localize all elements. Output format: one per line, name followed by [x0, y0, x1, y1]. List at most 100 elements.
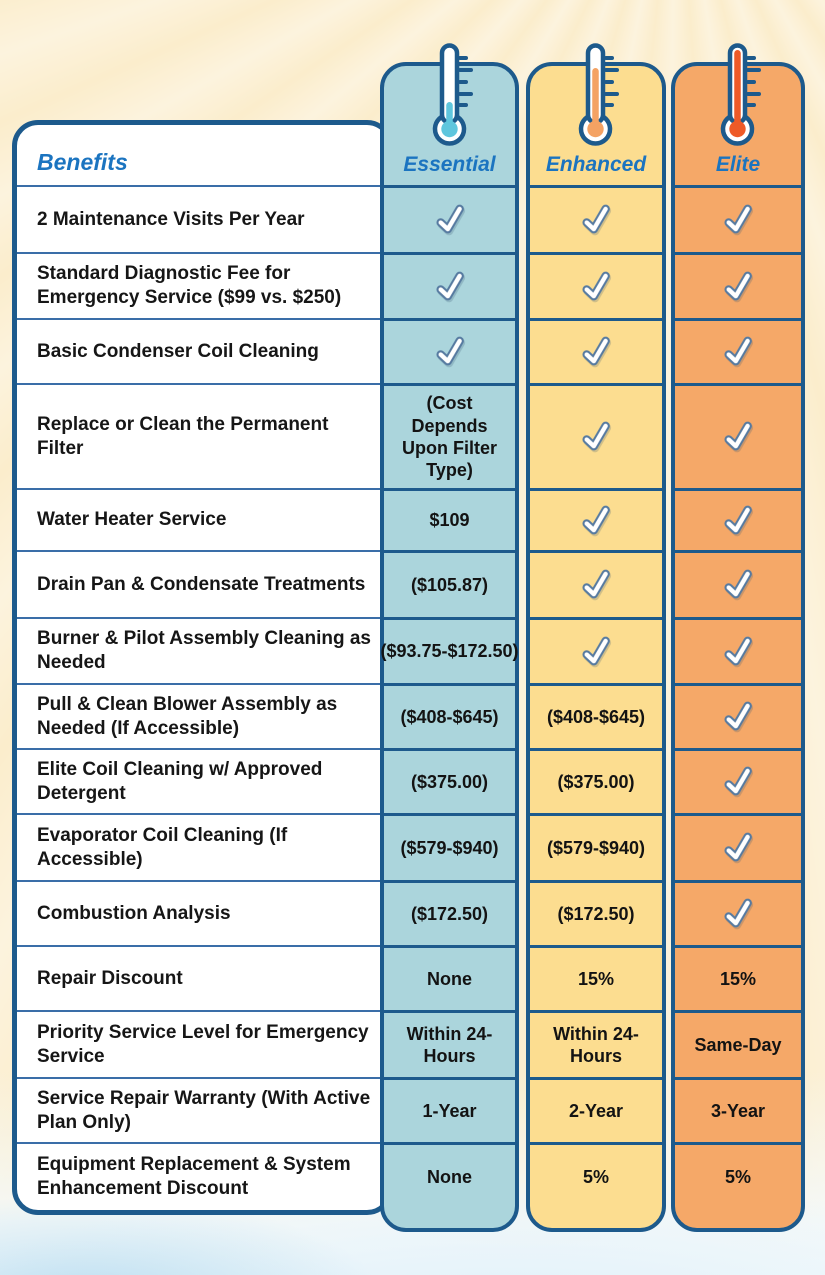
benefit-row: Priority Service Level for Emergency Ser… — [17, 1010, 388, 1077]
enhanced-cell: 2-Year — [530, 1077, 662, 1142]
benefit-row: Evaporator Coil Cleaning (If Accessible) — [17, 813, 388, 880]
check-icon — [724, 336, 752, 366]
enhanced-cell — [530, 252, 662, 318]
plan-name-elite: Elite — [715, 153, 761, 176]
benefit-label: Basic Condenser Coil Cleaning — [37, 340, 319, 362]
check-icon — [724, 766, 752, 796]
elite-cell — [675, 617, 801, 683]
benefit-label: Combustion Analysis — [37, 902, 231, 924]
elite-cell: 5% — [675, 1142, 801, 1210]
enhanced-cell — [530, 318, 662, 383]
check-icon — [724, 505, 752, 534]
check-icon — [582, 204, 610, 234]
plan-column-essential: Essential (Cost Depends Upon Filter Type… — [380, 43, 519, 1232]
enhanced-cell: ($408-$645) — [530, 683, 662, 748]
benefit-row: Standard Diagnostic Fee for Emergency Se… — [17, 252, 388, 318]
check-icon — [724, 832, 752, 862]
essential-cell — [384, 252, 515, 318]
benefit-row: Water Heater Service — [17, 488, 388, 550]
essential-cell: ($408-$645) — [384, 683, 515, 748]
enhanced-cell: ($375.00) — [530, 748, 662, 813]
enhanced-cell: ($579-$940) — [530, 813, 662, 880]
thermometer-icon — [432, 43, 473, 146]
check-icon — [724, 421, 752, 451]
essential-cell: None — [384, 945, 515, 1010]
check-icon — [582, 636, 610, 665]
benefit-label: Equipment Replacement & System Enhanceme… — [37, 1154, 351, 1199]
benefit-label: Repair Discount — [37, 967, 183, 989]
essential-cell: None — [384, 1142, 515, 1210]
enhanced-column-header: Enhanced — [530, 43, 662, 185]
benefit-label: Evaporator Coil Cleaning (If Accessible) — [37, 824, 288, 870]
check-icon — [582, 505, 610, 534]
benefit-label: Pull & Clean Blower Assembly as Needed (… — [37, 693, 338, 739]
benefit-row: Replace or Clean the Permanent Filter — [17, 383, 388, 488]
benefit-label: Replace or Clean the Permanent Filter — [37, 413, 329, 459]
elite-cell: 15% — [675, 945, 801, 1010]
benefit-row: Elite Coil Cleaning w/ Approved Detergen… — [17, 748, 388, 813]
plan-column-enhanced: Enhanced ($408-$645) ($375.00) — [526, 43, 666, 1232]
essential-cell: $109 — [384, 488, 515, 550]
elite-cell — [675, 683, 801, 748]
check-icon — [582, 421, 610, 451]
benefit-row: Equipment Replacement & System Enhanceme… — [17, 1142, 388, 1210]
essential-cell: ($105.87) — [384, 550, 515, 617]
enhanced-cell: ($172.50) — [530, 880, 662, 945]
elite-cell — [675, 318, 801, 383]
essential-cell: (Cost Depends Upon Filter Type) — [384, 383, 515, 488]
check-icon — [435, 271, 464, 300]
benefit-label: Drain Pan & Condensate Treatments — [37, 573, 366, 595]
elite-cell — [675, 550, 801, 617]
benefit-row: 2 Maintenance Visits Per Year — [17, 185, 388, 252]
enhanced-cell — [530, 550, 662, 617]
enhanced-cell: 5% — [530, 1142, 662, 1210]
check-icon — [724, 898, 752, 928]
benefit-label: 2 Maintenance Visits Per Year — [37, 208, 305, 230]
benefit-row: Repair Discount — [17, 945, 388, 1010]
benefit-label: Elite Coil Cleaning w/ Approved Detergen… — [37, 758, 323, 804]
elite-cell — [675, 748, 801, 813]
elite-cell — [675, 185, 801, 252]
check-icon — [582, 569, 610, 599]
essential-cell — [384, 318, 515, 383]
essential-cell: 1-Year — [384, 1077, 515, 1142]
enhanced-cell — [530, 185, 662, 252]
enhanced-cell: Within 24-Hours — [530, 1010, 662, 1077]
check-icon — [724, 204, 752, 234]
benefits-card: Benefits 2 Maintenance Visits Per Year S… — [12, 120, 393, 1215]
benefit-label: Water Heater Service — [37, 509, 227, 531]
elite-cell — [675, 488, 801, 550]
check-icon — [724, 701, 752, 731]
essential-cell: ($93.75-$172.50) — [380, 617, 519, 683]
check-icon — [582, 271, 610, 300]
elite-cell: Same-Day — [675, 1010, 801, 1077]
enhanced-cell — [530, 488, 662, 550]
thermometer-icon — [578, 43, 619, 146]
essential-cell: ($172.50) — [384, 880, 515, 945]
essential-cell — [384, 185, 515, 252]
benefit-row: Service Repair Warranty (With Active Pla… — [17, 1077, 388, 1142]
check-icon — [724, 636, 752, 665]
enhanced-cell: 15% — [530, 945, 662, 1010]
check-icon — [582, 336, 610, 366]
elite-cell — [675, 252, 801, 318]
essential-cell: Within 24-Hours — [384, 1010, 515, 1077]
enhanced-cell — [530, 383, 662, 488]
essential-column-header: Essential — [384, 43, 515, 185]
essential-cell: ($375.00) — [384, 748, 515, 813]
benefit-row: Drain Pan & Condensate Treatments — [17, 550, 388, 617]
plan-name-enhanced: Enhanced — [545, 153, 647, 176]
benefits-header: Benefits — [17, 125, 388, 185]
benefit-label: Burner & Pilot Assembly Cleaning as Need… — [37, 628, 371, 673]
benefit-row: Burner & Pilot Assembly Cleaning as Need… — [17, 617, 388, 683]
elite-cell: 3-Year — [675, 1077, 801, 1142]
plan-name-essential: Essential — [403, 153, 496, 176]
benefit-label: Service Repair Warranty (With Active Pla… — [37, 1087, 371, 1133]
elite-column-header: Elite — [675, 43, 801, 185]
elite-cell — [675, 813, 801, 880]
thermometer-icon — [720, 43, 761, 146]
check-icon — [435, 204, 464, 234]
benefit-row: Basic Condenser Coil Cleaning — [17, 318, 388, 383]
essential-cell: ($579-$940) — [384, 813, 515, 880]
